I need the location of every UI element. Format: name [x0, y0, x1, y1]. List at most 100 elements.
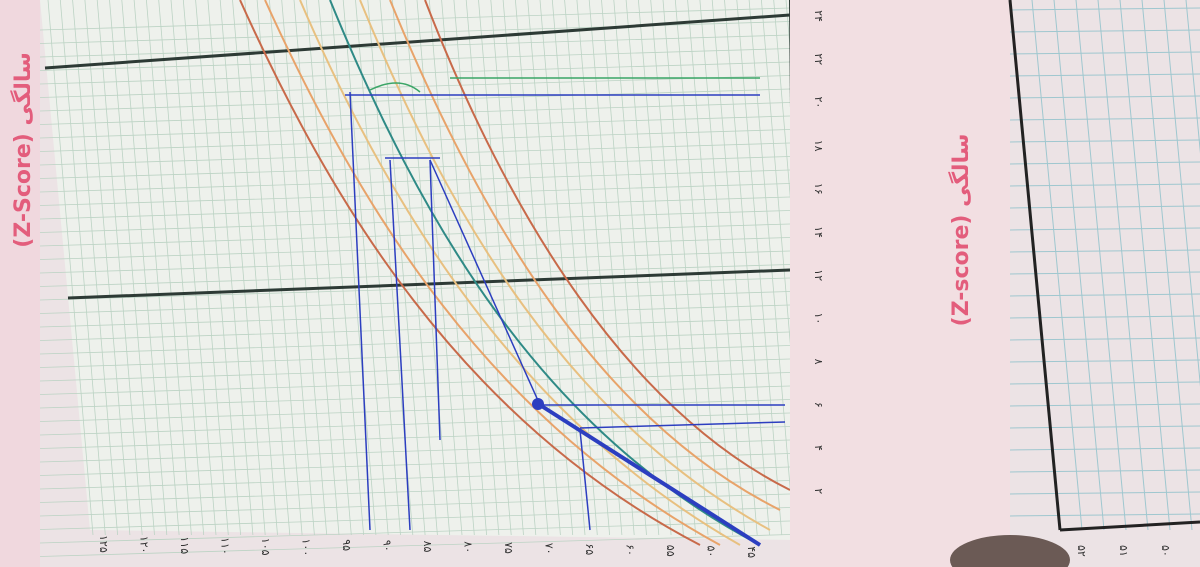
grid-line — [1097, 0, 1149, 531]
grid-line — [39, 345, 791, 368]
right-label: ۵۰ — [1159, 545, 1172, 557]
grid-line — [1009, 73, 1200, 77]
grid-line — [39, 453, 791, 476]
height-label: ۸۰ — [462, 541, 475, 553]
height-label: ۶۰ — [624, 544, 637, 556]
grid-line — [1009, 469, 1200, 473]
grid-line — [269, 0, 315, 536]
grid-line — [699, 0, 746, 536]
title-left: (Z-Score) سالگی — [9, 52, 36, 247]
grid-line — [1185, 0, 1200, 154]
grid-line — [330, 0, 377, 536]
grid-line — [404, 0, 451, 536]
grid-line — [39, 534, 791, 557]
pen-marks — [345, 91, 786, 547]
grid-line — [650, 0, 697, 536]
month-label: ۱۲ — [812, 269, 825, 281]
grid-line — [1009, 359, 1200, 363]
height-label: ۴۵ — [745, 546, 758, 558]
grid-line — [39, 426, 791, 449]
grid-line — [39, 34, 791, 58]
height-label: ۱۰۵ — [259, 538, 272, 556]
grid-line — [465, 0, 512, 536]
height-label: ۹۰ — [381, 540, 394, 552]
green-pen — [369, 77, 760, 93]
month-label: ۲۴ — [812, 10, 825, 22]
grid-line — [1075, 0, 1127, 531]
grid-line — [244, 0, 291, 536]
grid-line — [170, 0, 217, 536]
grid-line — [428, 0, 475, 536]
height-label: ۶۵ — [583, 543, 596, 555]
month-label: ۲۰ — [812, 96, 825, 108]
grid-line — [39, 264, 791, 287]
grid-line — [1141, 0, 1193, 531]
grid-line — [39, 277, 791, 301]
grid-line — [1053, 0, 1105, 531]
grid-line — [342, 0, 389, 536]
grid-line — [39, 237, 791, 260]
height-label: ۱۱۵ — [178, 536, 191, 554]
grid-line — [39, 358, 791, 382]
grid-line — [39, 7, 791, 31]
grid-line — [711, 0, 758, 536]
grid-line — [1009, 293, 1200, 297]
grid-line — [182, 0, 229, 536]
grid-line — [1009, 51, 1200, 55]
grid-line — [1009, 403, 1200, 407]
grid-line — [39, 466, 791, 490]
grid-line — [478, 0, 524, 536]
month-label: ۲۲ — [812, 53, 825, 65]
grid-line — [59, 0, 106, 536]
grid-line — [1009, 7, 1200, 11]
grid-line — [39, 412, 791, 436]
grid-line — [109, 0, 155, 536]
thick-line — [44, 13, 791, 70]
thick-line — [67, 268, 791, 300]
grid-line — [39, 61, 791, 85]
grid-line — [601, 0, 647, 536]
grid-line — [416, 0, 463, 536]
grid-line — [281, 0, 328, 536]
grid-line — [39, 102, 791, 125]
month-label: ۱۶ — [812, 183, 825, 195]
grid-line — [638, 0, 684, 536]
month-label: ۲ — [812, 488, 825, 494]
grid-line — [39, 318, 791, 341]
grid-line — [39, 142, 791, 166]
height-label: ۱۱۰ — [219, 537, 232, 555]
grid-line — [379, 0, 426, 536]
grid-line — [1009, 491, 1200, 495]
grid-line — [1009, 183, 1200, 187]
grid-line — [441, 0, 487, 536]
grid-line — [39, 223, 791, 247]
height-label: ۷۰ — [543, 543, 556, 555]
grid-line — [588, 0, 635, 536]
grid-line — [121, 0, 168, 536]
grid-line — [1009, 139, 1200, 143]
finger — [950, 535, 1070, 567]
month-label: ۱۸ — [812, 140, 825, 152]
grid-line — [39, 331, 791, 355]
grid — [39, 0, 832, 557]
grid-line — [39, 385, 791, 409]
grid-line — [47, 0, 94, 536]
grid-line — [1119, 0, 1171, 531]
grid-line — [72, 0, 118, 536]
thick-line — [1008, 0, 1062, 531]
grid-line — [1009, 117, 1200, 121]
grid-line — [724, 0, 770, 536]
grid-line — [39, 196, 791, 220]
month-label: ۱۰ — [812, 312, 825, 324]
grid-line — [256, 0, 303, 536]
grid-line — [355, 0, 401, 536]
month-label: ۸ — [812, 359, 825, 365]
grid-line — [1009, 425, 1200, 429]
grid-line — [527, 0, 574, 536]
grid-line — [39, 115, 791, 139]
grid-line — [39, 183, 791, 206]
grid-line — [1009, 161, 1200, 165]
grid-line — [39, 399, 791, 422]
right-label: ۵۲ — [1075, 545, 1088, 557]
